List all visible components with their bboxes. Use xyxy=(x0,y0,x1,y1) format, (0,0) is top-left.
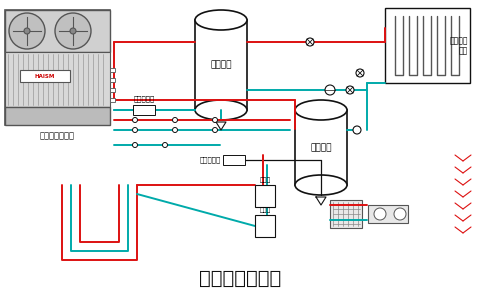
Bar xyxy=(110,98,115,102)
Ellipse shape xyxy=(295,175,347,195)
Bar xyxy=(110,68,115,72)
Ellipse shape xyxy=(295,100,347,120)
Bar xyxy=(385,8,470,83)
Circle shape xyxy=(394,208,406,220)
Circle shape xyxy=(374,208,386,220)
Circle shape xyxy=(346,86,354,94)
Bar xyxy=(133,105,155,115)
Bar xyxy=(295,110,347,185)
Bar xyxy=(330,200,362,228)
Text: 生活热水: 生活热水 xyxy=(449,36,468,45)
Bar xyxy=(223,155,245,165)
Circle shape xyxy=(353,126,361,134)
Circle shape xyxy=(24,28,30,34)
Text: 保温水箱: 保温水箱 xyxy=(210,60,232,69)
Bar xyxy=(195,20,247,110)
Bar xyxy=(5,10,110,125)
Ellipse shape xyxy=(195,10,247,30)
Circle shape xyxy=(213,117,217,122)
Circle shape xyxy=(133,142,137,148)
Circle shape xyxy=(55,13,91,49)
Circle shape xyxy=(356,69,364,77)
Circle shape xyxy=(70,28,76,34)
Bar xyxy=(255,215,275,237)
Text: 部分: 部分 xyxy=(459,46,468,55)
Circle shape xyxy=(133,128,137,133)
Bar xyxy=(255,185,275,207)
Bar xyxy=(110,88,115,92)
Bar xyxy=(5,52,110,107)
Bar xyxy=(110,78,115,82)
Text: HAISM: HAISM xyxy=(35,74,55,78)
Circle shape xyxy=(9,13,45,49)
Bar xyxy=(5,107,110,125)
Bar xyxy=(5,10,110,52)
Text: 主机连接示意图: 主机连接示意图 xyxy=(199,268,281,288)
Ellipse shape xyxy=(195,100,247,120)
Text: 分水器: 分水器 xyxy=(259,177,271,183)
Bar xyxy=(20,70,70,82)
Text: 哈思三联供热泵: 哈思三联供热泵 xyxy=(40,131,75,140)
Text: 自来水补水: 自来水补水 xyxy=(133,95,155,102)
Circle shape xyxy=(133,117,137,122)
Circle shape xyxy=(172,128,178,133)
Circle shape xyxy=(325,85,335,95)
Bar xyxy=(368,205,408,223)
Circle shape xyxy=(213,128,217,133)
Text: 缓冲水箱: 缓冲水箱 xyxy=(310,143,332,152)
Text: 集水器: 集水器 xyxy=(259,207,271,213)
Circle shape xyxy=(306,38,314,46)
Circle shape xyxy=(172,117,178,122)
Text: 自来水补水: 自来水补水 xyxy=(200,157,221,163)
Circle shape xyxy=(162,142,168,148)
